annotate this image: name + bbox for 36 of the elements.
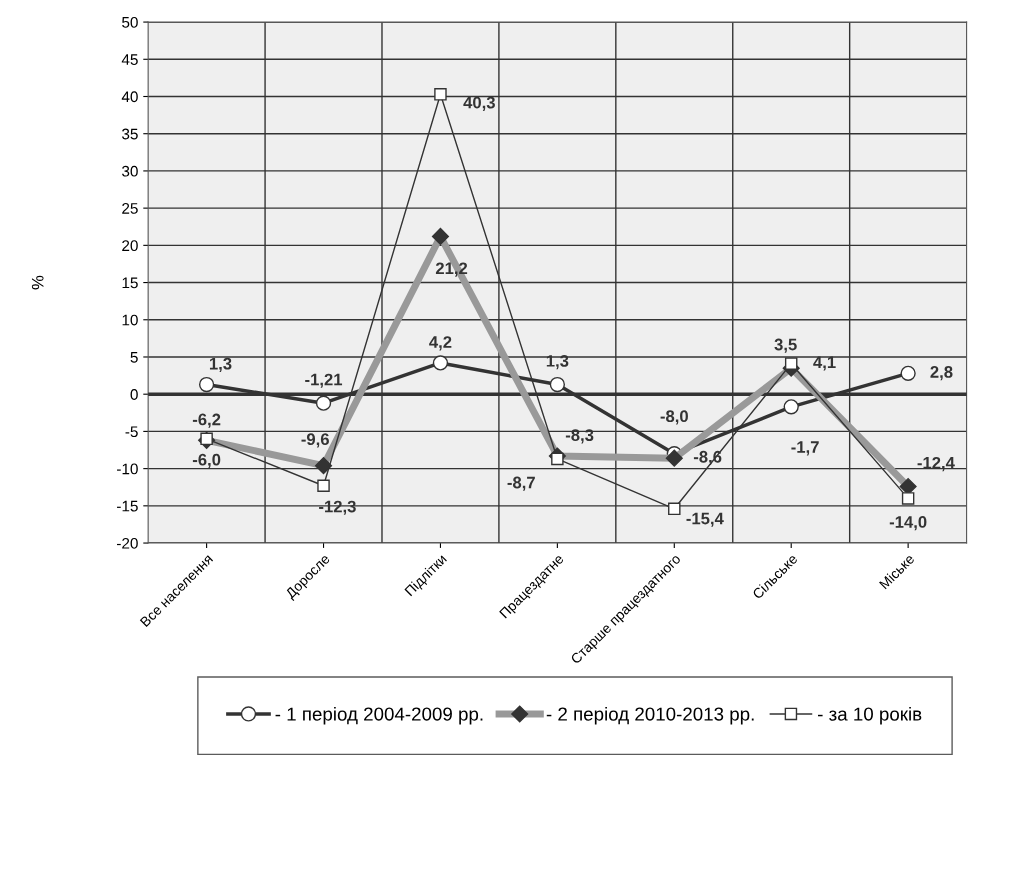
data-label: 2,8	[930, 366, 953, 381]
y-axis-title: %	[31, 275, 44, 290]
y-tick-label: 25	[122, 203, 138, 214]
data-label: 1,3	[209, 357, 232, 372]
y-tick-label: -15	[117, 500, 138, 512]
data-label: -14,0	[889, 516, 927, 531]
y-tick-label: -10	[117, 463, 138, 475]
data-label: -15,4	[686, 512, 724, 527]
legend-label: - за 10 років	[818, 706, 922, 725]
data-label: -9,6	[301, 433, 329, 448]
y-tick-label: 45	[121, 54, 138, 65]
y-tick-label: 5	[130, 352, 138, 363]
y-tick-label: 35	[122, 128, 138, 140]
y-tick-label: 50	[122, 16, 138, 28]
data-label: 3,5	[774, 338, 797, 353]
data-label: 1,3	[546, 354, 569, 370]
legend-label: - 2 період 2010-2013 рр.	[546, 706, 754, 725]
data-label: -1,7	[791, 441, 819, 456]
data-label: -8,7	[507, 476, 535, 491]
data-label: -8,0	[660, 410, 688, 425]
data-label: 4,2	[429, 336, 452, 351]
data-label: 4,1	[813, 356, 836, 371]
y-tick-label: 40	[121, 91, 138, 103]
y-tick-label: 20	[122, 240, 138, 252]
data-label: 40,3	[463, 96, 495, 111]
y-tick-label: 30	[122, 165, 138, 177]
y-tick-label: 0	[130, 389, 138, 400]
legend-label: - 1 період 2004-2009 рр.	[275, 706, 483, 725]
data-label: 21,2	[435, 262, 468, 277]
y-tick-label: -20	[117, 537, 138, 549]
y-tick-label: 15	[122, 277, 138, 289]
data-label: -6,0	[192, 453, 221, 468]
y-tick-label: 10	[122, 314, 138, 326]
data-label: -1,21	[305, 373, 343, 388]
data-label: -6,2	[192, 413, 221, 428]
y-tick-label: -5	[125, 426, 138, 438]
